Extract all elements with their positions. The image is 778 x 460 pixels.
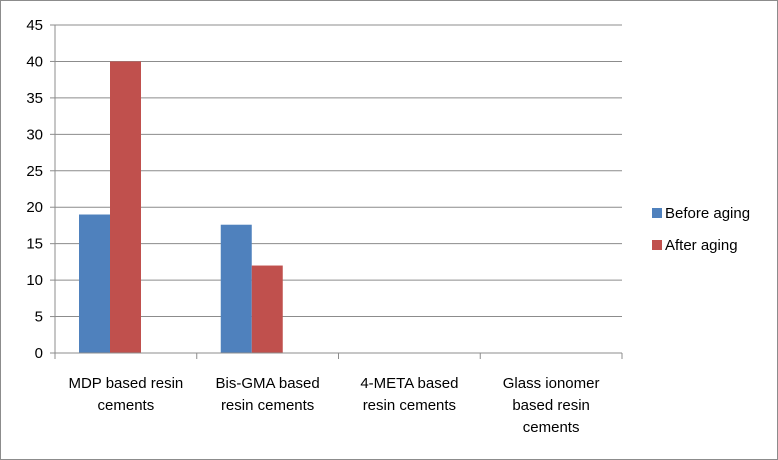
legend-label: Before aging xyxy=(665,205,750,222)
y-tick-label: 15 xyxy=(26,236,43,253)
y-tick-label: 45 xyxy=(26,17,43,34)
legend-swatch xyxy=(652,240,662,250)
y-tick-label: 5 xyxy=(35,309,43,326)
y-tick-label: 30 xyxy=(26,126,43,143)
bar xyxy=(79,214,110,353)
bar xyxy=(110,61,141,353)
legend-label: After aging xyxy=(665,237,738,254)
legend-swatch xyxy=(652,208,662,218)
y-tick-label: 0 xyxy=(35,345,43,362)
y-tick-label: 20 xyxy=(26,199,43,216)
y-tick-label: 35 xyxy=(26,90,43,107)
x-category-label: MDP based resin cements xyxy=(68,375,183,414)
y-tick-label: 10 xyxy=(26,272,43,289)
y-tick-label: 40 xyxy=(26,53,43,70)
x-category-label: Glass ionomer based resin cements xyxy=(503,375,600,436)
y-tick-label: 25 xyxy=(26,163,43,180)
x-category-label: 4-META based resin cements xyxy=(360,375,458,414)
bar xyxy=(251,265,283,353)
bar xyxy=(220,224,252,353)
x-category-label: Bis-GMA based resin cements xyxy=(216,375,320,414)
